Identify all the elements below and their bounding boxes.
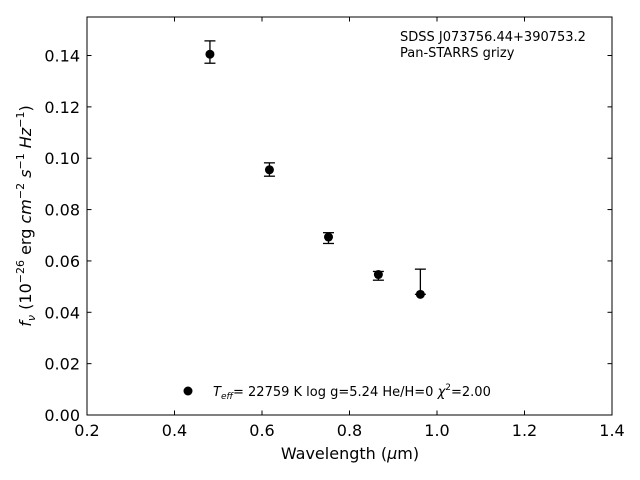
plot-frame (86, 16, 613, 416)
x-tick-label: 0.8 (337, 421, 362, 440)
y-label-exp1: −26 (14, 260, 27, 283)
data-point (324, 232, 333, 242)
y-tick-label: 0.02 (44, 355, 80, 374)
y-tick-label: 0.10 (44, 149, 80, 168)
y-label-close: ) (16, 105, 35, 111)
y-label-nu: ν (25, 315, 38, 321)
y-label-exp4: −1 (14, 112, 27, 128)
annotation-object-name: SDSS J073756.44+390753.2 (400, 30, 586, 45)
plot-area (87, 17, 612, 415)
y-label-open: (10 (16, 283, 35, 315)
legend-chi-value: =2.00 (451, 385, 491, 400)
y-tick-label: 0.06 (44, 252, 80, 271)
y-label-s: s (16, 170, 35, 183)
x-axis-label: Wavelength (μm) (281, 444, 419, 463)
y-tick-label: 0.04 (44, 303, 80, 322)
data-point (373, 270, 383, 280)
y-label-hz: Hz (16, 127, 35, 153)
legend-chi-symbol: χ (437, 385, 447, 400)
data-point (264, 165, 274, 175)
axis-ticks: 0.2 0.4 0.6 0.8 1.0 1.2 1.4 0.00 0.02 0.04 0.06 0.0… (44, 17, 625, 440)
legend-label: Teff= 22759 K log g=5.24 He/H=0 χ2=2.00 (213, 383, 491, 402)
legend-teff-subscript: eff (221, 392, 235, 402)
data-point (415, 289, 425, 299)
legend-marker (183, 386, 193, 396)
x-tick-label: 0.2 (74, 421, 99, 440)
x-tick-label: 0.6 (249, 421, 274, 440)
x-axis-label-suffix: m) (397, 444, 419, 463)
y-tick-label: 0.14 (44, 47, 80, 66)
y-tick-label: 0.00 (44, 406, 80, 425)
x-axis-label-mu: μ (386, 444, 397, 463)
data-point (205, 49, 215, 59)
y-tick-label: 0.08 (44, 201, 80, 220)
y-label-f: f (16, 319, 35, 327)
x-tick-label: 0.4 (162, 421, 187, 440)
annotation-survey: Pan-STARRS grizy (400, 46, 515, 61)
y-label-exp3: −1 (14, 153, 27, 169)
x-tick-label: 1.0 (424, 421, 449, 440)
x-axis-label-prefix: Wavelength ( (281, 444, 387, 463)
y-tick-label: 0.12 (44, 98, 80, 117)
y-axis-label: fν (10−26 erg cm−2 s−1 Hz−1) (14, 105, 38, 326)
y-label-exp2: −2 (14, 183, 27, 199)
data-points (204, 40, 426, 299)
legend-chi-superscript: 2 (445, 383, 451, 393)
legend-params: = 22759 K log g=5.24 He/H=0 (233, 385, 438, 400)
y-label-cm: cm (16, 199, 35, 223)
legend-teff-symbol: T (213, 385, 222, 400)
x-tick-label: 1.4 (599, 421, 624, 440)
y-label-erg: erg (16, 224, 35, 260)
x-tick-label: 1.2 (512, 421, 537, 440)
